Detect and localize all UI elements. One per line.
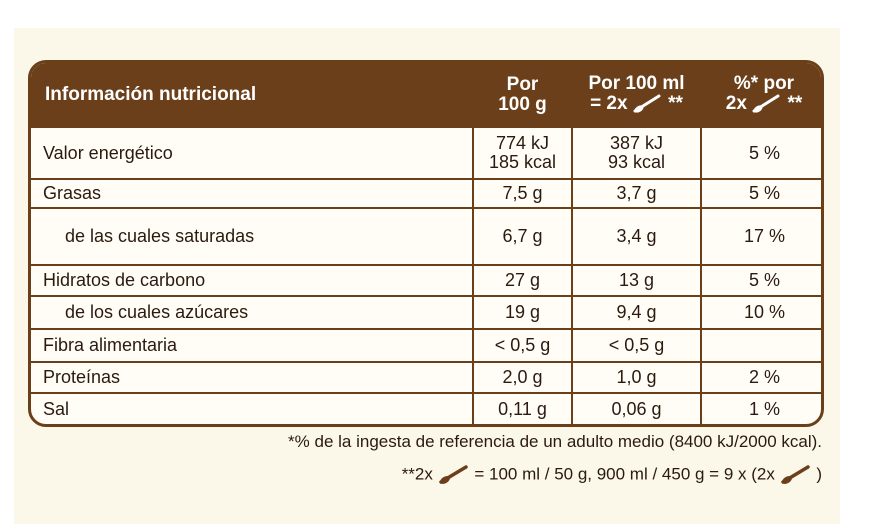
cell-per-100ml: 387 kJ 93 kcal	[571, 126, 701, 179]
cell-per-100ml: < 0,5 g	[571, 328, 701, 362]
row-label: Proteínas	[31, 361, 473, 393]
cell-per-100ml: 3,4 g	[571, 207, 701, 265]
table-row: Grasas 7,5 g 3,7 g 5 %	[31, 178, 821, 208]
cell-ri	[700, 328, 821, 362]
cell-ri: 2 %	[700, 361, 821, 393]
header-ri-line1: %* por	[733, 73, 795, 95]
header-ri-line2b: **	[787, 93, 803, 115]
cell-ri: 1 %	[700, 392, 821, 424]
cell-per-100g: 6,7 g	[472, 207, 572, 265]
header-ri: %* por 2x **	[701, 63, 821, 127]
footnote-serving-a: **2x	[401, 464, 433, 484]
row-label: de las cuales saturadas	[31, 207, 473, 265]
cell-per-100g: 27 g	[472, 264, 572, 296]
cell-per-100ml: 0,06 g	[571, 392, 701, 424]
footnote-serving-b: = 100 ml / 50 g, 900 ml / 450 g = 9 x (2…	[474, 464, 775, 484]
cell-per-100ml: 9,4 g	[571, 295, 701, 329]
table-header-row: Información nutricional Por 100 g Por 10…	[31, 63, 821, 127]
cell-per-100ml: 3,7 g	[571, 178, 701, 208]
cell-per-100ml: 1,0 g	[571, 361, 701, 393]
cell-ri: 5 %	[700, 178, 821, 208]
spoon-icon	[438, 465, 468, 484]
table-row: Proteínas 2,0 g 1,0 g 2 %	[31, 361, 821, 393]
cell-kcal: 93 kcal	[607, 152, 666, 172]
row-label: Grasas	[31, 178, 473, 208]
cell-per-100g: < 0,5 g	[472, 328, 572, 362]
table-row: de los cuales azúcares 19 g 9,4 g 10 %	[31, 295, 821, 329]
header-per-100ml-line2b: **	[668, 93, 683, 115]
row-label: Valor energético	[31, 126, 473, 179]
footnote-reference-intake: *% de la ingesta de referencia de un adu…	[288, 432, 822, 451]
row-label: Hidratos de carbono	[31, 264, 473, 296]
header-per-100g-line1: Por	[506, 73, 539, 95]
cell-kcal: 185 kcal	[488, 152, 557, 172]
table-row: Valor energético 774 kJ 185 kcal 387 kJ …	[31, 126, 821, 179]
cell-per-100g: 19 g	[472, 295, 572, 329]
cell-per-100g: 0,11 g	[472, 392, 572, 424]
row-label: Fibra alimentaria	[31, 328, 473, 362]
header-ri-line2a: 2x	[725, 93, 747, 115]
cell-ri: 17 %	[700, 207, 821, 265]
header-per-100g: Por 100 g	[473, 63, 572, 127]
nutrition-table: Información nutricional Por 100 g Por 10…	[28, 60, 824, 427]
footnote-serving-c: )	[816, 464, 822, 484]
cell-kj: 774 kJ	[495, 133, 550, 153]
cell-ri: 5 %	[700, 126, 821, 179]
table-row: Sal 0,11 g 0,06 g 1 %	[31, 392, 821, 424]
header-per-100ml-line1: Por 100 ml	[588, 73, 685, 95]
cell-per-100g: 7,5 g	[472, 178, 572, 208]
row-label: de los cuales azúcares	[31, 295, 473, 329]
table-row: Fibra alimentaria < 0,5 g < 0,5 g	[31, 328, 821, 362]
cell-per-100g: 774 kJ 185 kcal	[472, 126, 572, 179]
table-row: de las cuales saturadas 6,7 g 3,4 g 17 %	[31, 207, 821, 265]
cell-ri: 10 %	[700, 295, 821, 329]
spoon-icon	[780, 465, 810, 484]
row-label: Sal	[31, 392, 473, 424]
spoon-icon	[752, 94, 780, 114]
cell-kj: 387 kJ	[609, 133, 664, 153]
cell-per-100ml: 13 g	[571, 264, 701, 296]
header-label: Información nutricional	[31, 63, 473, 127]
cell-per-100g: 2,0 g	[472, 361, 572, 393]
header-per-100ml: Por 100 ml = 2x **	[572, 63, 701, 127]
spoon-icon	[633, 94, 661, 114]
footnote-serving: **2x = 100 ml / 50 g, 900 ml / 450 g = 9…	[282, 464, 822, 486]
header-per-100ml-line2a: = 2x	[590, 93, 628, 115]
table-row: Hidratos de carbono 27 g 13 g 5 %	[31, 264, 821, 296]
header-per-100g-line2: 100 g	[498, 93, 547, 115]
cell-ri: 5 %	[700, 264, 821, 296]
